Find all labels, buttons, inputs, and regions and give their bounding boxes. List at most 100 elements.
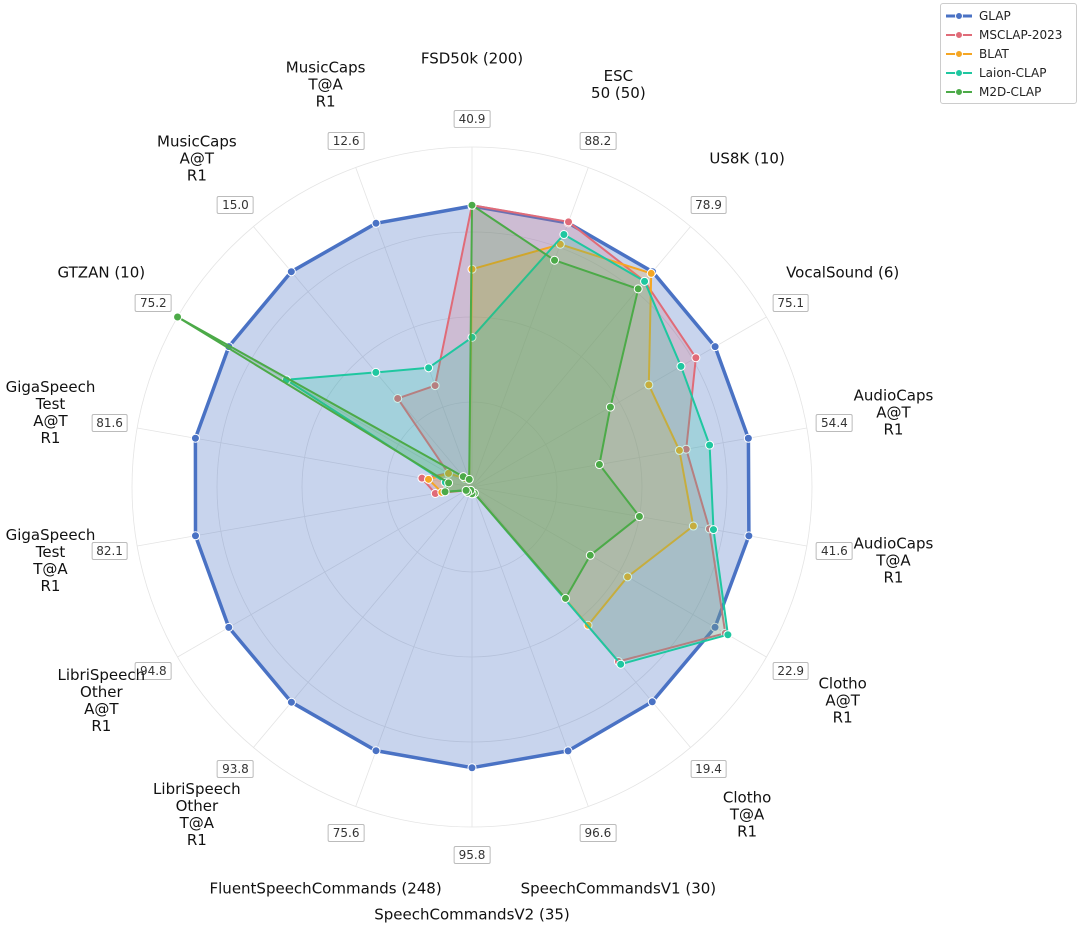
axis-max-label: 81.6 — [91, 414, 128, 433]
category-label: FSD50k (200) — [420, 49, 524, 68]
data-point — [563, 746, 573, 756]
category-label: SpeechCommandsV2 (35) — [374, 905, 570, 924]
legend-entry: MSCLAP-2023 — [941, 25, 1076, 44]
legend-marker — [955, 87, 963, 96]
category-label: ESC 50 (50) — [591, 66, 646, 102]
data-point — [691, 353, 701, 363]
category-label: VocalSound (6) — [786, 263, 900, 282]
data-point — [688, 521, 698, 531]
data-point — [464, 474, 474, 484]
category-label: AudioCaps T@A R1 — [853, 534, 934, 587]
data-point — [623, 572, 633, 582]
category-label: MusicCaps A@T R1 — [157, 132, 237, 185]
axis-max-label: 54.4 — [816, 414, 853, 433]
axis-max-label: 15.0 — [217, 196, 254, 215]
data-point — [594, 460, 604, 470]
data-point — [647, 697, 657, 707]
axis-max-label: 40.9 — [453, 110, 491, 128]
data-point — [743, 433, 753, 443]
axis-max-label: 19.4 — [690, 759, 727, 778]
data-point — [564, 217, 574, 227]
data-point — [644, 380, 654, 390]
data-point — [286, 697, 296, 707]
axis-max-label: 22.9 — [772, 662, 810, 680]
legend-swatch — [946, 11, 972, 20]
axis-max-label: 12.6 — [327, 132, 365, 151]
data-point — [674, 445, 684, 455]
legend-swatch — [946, 49, 972, 58]
data-point — [224, 622, 234, 632]
legend-label: GLAP — [979, 8, 1011, 23]
data-point — [705, 440, 715, 450]
category-label: LibriSpeech Other A@T R1 — [57, 666, 146, 735]
axis-max-label: 96.6 — [579, 823, 617, 842]
data-point — [744, 531, 754, 541]
data-point — [646, 268, 656, 278]
data-point — [559, 230, 569, 240]
axis-max-label: 88.2 — [579, 132, 617, 151]
category-label: GTZAN (10) — [57, 263, 146, 282]
legend-swatch — [946, 30, 972, 39]
legend-label: BLAT — [979, 46, 1009, 61]
axis-max-label: 41.6 — [816, 541, 853, 560]
legend-marker — [955, 68, 963, 77]
legend-label: M2D-CLAP — [979, 84, 1042, 99]
legend-label: Laion-CLAP — [979, 65, 1047, 80]
data-point — [710, 342, 720, 352]
data-point — [371, 746, 381, 756]
data-point — [561, 593, 571, 603]
data-point — [173, 312, 183, 322]
data-point — [190, 433, 200, 443]
data-point — [430, 381, 440, 391]
legend-swatch — [946, 87, 972, 96]
axis-max-label: 75.6 — [327, 823, 365, 842]
data-point — [424, 474, 434, 484]
legend-entry: M2D-CLAP — [941, 82, 1076, 101]
axis-max-label: 82.1 — [91, 541, 128, 560]
category-label: Clotho A@T R1 — [818, 674, 867, 727]
legend-swatch — [946, 68, 972, 77]
legend-entry: Laion-CLAP — [941, 63, 1076, 82]
data-point — [286, 267, 296, 277]
category-label: SpeechCommandsV1 (30) — [520, 879, 717, 898]
data-point — [371, 218, 381, 228]
axis-max-label: 78.9 — [690, 196, 727, 215]
data-point — [640, 276, 650, 286]
axis-max-label: 75.2 — [134, 294, 172, 312]
legend-marker — [955, 49, 963, 58]
category-label: MusicCaps T@A R1 — [285, 58, 366, 111]
data-point — [190, 531, 200, 541]
data-point — [585, 550, 595, 560]
category-label: GigaSpeech Test A@T R1 — [5, 377, 96, 447]
data-point — [723, 630, 733, 640]
data-point — [467, 763, 477, 773]
legend-marker — [955, 30, 963, 39]
data-point — [710, 622, 720, 632]
axis-max-label: 75.1 — [772, 294, 810, 312]
data-point — [676, 361, 686, 371]
axis-max-label: 93.8 — [217, 759, 254, 778]
legend-label: MSCLAP-2023 — [979, 27, 1063, 42]
data-point — [708, 525, 718, 535]
data-point — [616, 659, 626, 669]
category-label: US8K (10) — [709, 149, 785, 168]
data-point — [633, 284, 643, 294]
data-point — [444, 478, 454, 488]
data-point — [393, 393, 403, 403]
category-label: GigaSpeech Test T@A R1 — [5, 526, 96, 596]
legend-entry: BLAT — [941, 44, 1076, 63]
data-point — [424, 363, 434, 373]
category-label: LibriSpeech Other T@A R1 — [153, 779, 241, 849]
category-label: Clotho T@A R1 — [722, 788, 772, 841]
data-point — [634, 512, 644, 522]
axis-max-label: 95.8 — [453, 846, 491, 864]
legend-entry: GLAP — [941, 6, 1076, 25]
data-point — [605, 402, 615, 412]
axis-max-label: 94.8 — [134, 662, 172, 680]
legend-marker — [955, 11, 963, 20]
data-point — [371, 367, 381, 377]
category-label: AudioCaps A@T R1 — [853, 386, 934, 439]
legend: GLAP MSCLAP-2023 BLAT Laion-CLAP M2D-CLAP — [940, 3, 1077, 104]
